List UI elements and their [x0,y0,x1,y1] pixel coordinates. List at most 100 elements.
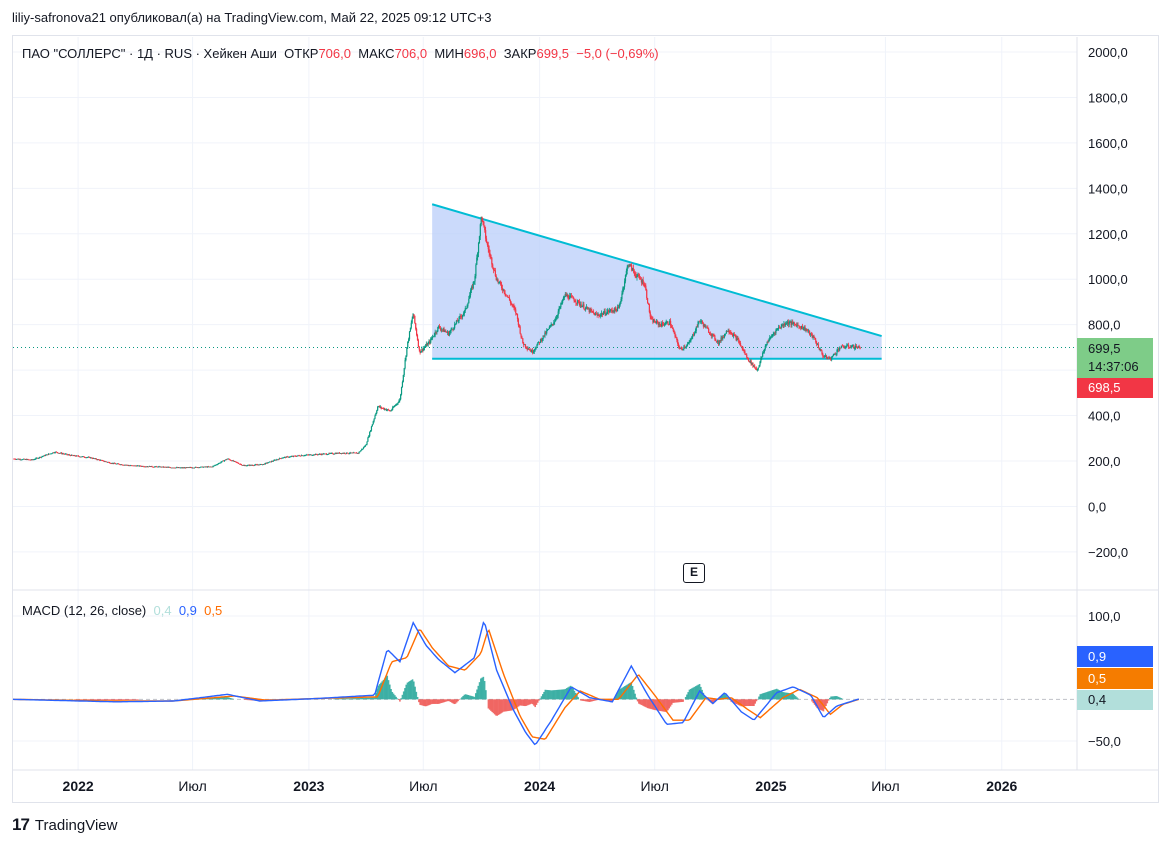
candle-body [223,460,225,462]
macd-histogram-bar [620,688,622,700]
candle-body [814,338,816,340]
candle-body [208,466,211,468]
macd-histogram-bar [230,698,233,700]
candle-body [413,314,415,316]
candle-body [358,451,360,454]
candle-body [361,449,363,451]
candle-body [560,303,562,308]
candle-body [688,341,690,344]
candle-body [192,467,194,469]
candle-body [768,339,770,343]
candle-body [513,305,515,308]
macd-histogram-bar [387,680,390,700]
candle-body [666,321,668,323]
candle-body [53,452,56,454]
macd-histogram-bar [348,698,351,700]
macd-histogram-bar [517,699,520,707]
candle-body [215,464,217,466]
macd-histogram-bar [90,699,93,700]
candle-body [254,464,256,466]
macd-histogram-bar [734,699,736,704]
candle-body [30,459,32,461]
candle-body [308,454,310,456]
candle-body [373,418,375,422]
candle-body [816,344,819,346]
macd-histogram-bar [812,699,815,704]
candle-body [473,281,475,283]
candle-body [700,321,702,323]
candle-body [383,408,385,410]
candle-body [671,327,673,329]
candle-body [117,463,119,465]
macd-histogram-bar [792,693,794,700]
triangle-upper-trendline[interactable] [431,203,882,337]
macd-histogram-bar [413,681,415,700]
candle-body [237,462,239,464]
candle-body [347,453,350,455]
macd-histogram-bar [555,689,558,700]
macd-histogram-bar [559,689,562,700]
macd-histogram-bar [100,699,103,701]
earnings-event-badge[interactable]: E [683,563,705,583]
candle-body [441,329,443,331]
macd-histogram-bar [796,697,798,700]
candle-body [75,455,77,457]
candle-body [763,348,766,352]
candle-body [276,459,278,461]
candle-body [664,324,666,325]
macd-histogram-bar [509,699,511,711]
macd-histogram-bar [635,697,638,700]
macd-histogram-bar [134,699,137,700]
candle-body [191,467,193,469]
candle-body [812,335,814,338]
candle-body [655,320,658,324]
candle-body [557,311,559,316]
tradingview-brand[interactable]: 17 TradingView [12,815,117,835]
candle-body [594,313,596,316]
candle-body [299,455,301,457]
candle-body [289,456,291,458]
candle-body [114,463,116,464]
candle-body [697,321,699,327]
macd-histogram-bar [638,699,640,704]
candle-body [465,308,467,310]
macd-histogram-bar [401,694,404,700]
candle-body [440,329,442,331]
candle-body [698,321,700,323]
candle-body [308,454,311,456]
macd-histogram-bar [579,699,582,701]
candle-body [512,305,514,307]
macd-histogram-bar [450,699,453,703]
candle-body [669,320,671,325]
macd-histogram-bar [651,699,654,710]
candle-body [69,455,72,456]
candle-body [693,333,696,335]
candle-body [716,340,718,342]
candle-body [378,406,381,408]
candle-body [165,466,167,468]
candle-body [348,453,350,455]
candle-body [529,349,531,351]
candle-body [658,323,660,325]
candle-body [275,459,277,461]
candle-body [802,328,804,330]
macd-histogram-bar [414,686,416,700]
candle-body [154,466,157,468]
macd-histogram-bar [390,688,392,700]
macd-histogram-bar [711,699,714,704]
candle-body [269,461,272,463]
candle-body [644,285,646,286]
candle-body [291,456,293,457]
macd-signal-line [12,628,860,740]
candle-body [447,331,450,336]
candle-body [782,324,784,326]
candle-body [115,463,117,465]
candle-body [137,465,139,467]
candle-body [525,346,527,348]
candle-body [754,365,756,368]
candle-body [79,456,81,458]
macd-histogram-bar [732,699,735,703]
candle-body [489,253,491,255]
price-axis-label: 400,0 [1088,409,1121,424]
